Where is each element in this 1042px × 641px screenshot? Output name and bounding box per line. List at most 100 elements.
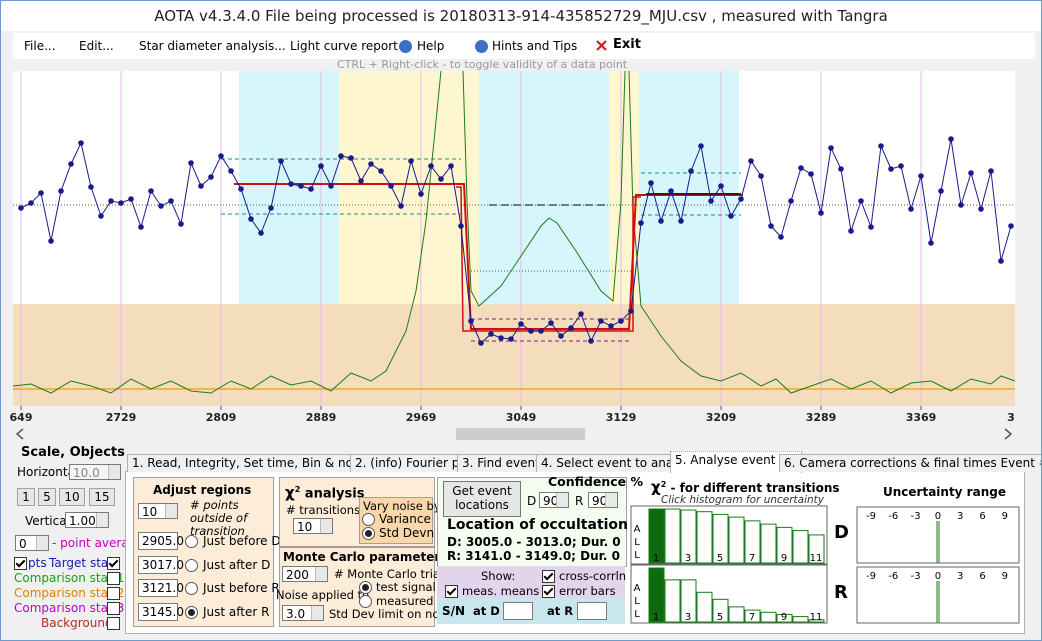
x-tick-label: 2889 [306,411,337,424]
object-label: Target star [49,556,114,570]
data-point [348,155,354,161]
checkbox[interactable] [542,570,555,583]
title-text: - for different transitions [666,481,840,495]
data-point [278,158,284,164]
data-point [938,188,944,194]
data-point [668,188,674,194]
transitions-input[interactable]: 10 [293,518,333,534]
tab[interactable]: 3. Find events [457,454,552,472]
checkbox[interactable] [107,572,120,585]
checkbox[interactable] [107,617,120,630]
data-point [798,165,804,171]
checkbox[interactable] [107,557,120,570]
histogram-bar [696,511,713,564]
scroll-left[interactable] [15,428,24,440]
menu-item[interactable]: Edit... [79,39,114,53]
data-point [998,258,1004,264]
menu-item[interactable]: Hints and Tips [492,39,578,53]
uncertainty-label: 3 [957,511,963,522]
tab-active[interactable]: 5. Analyse event #1 [670,451,802,473]
label: pts [28,556,47,570]
radio[interactable] [185,605,198,619]
value: 3121.0 [142,581,184,595]
r-confidence[interactable]: 90 [588,492,618,508]
radio[interactable] [185,558,198,572]
uncertainty-label: -9 [866,571,876,582]
checkbox[interactable] [107,587,120,600]
zoom-button[interactable]: 1 [17,488,35,506]
option-label: Variance [379,512,431,526]
position-input: 3145.0 [138,602,184,621]
trials-input[interactable]: 200 [282,566,328,582]
all-label: L [634,537,640,548]
group-title: Adjust regions [153,483,252,497]
data-point [158,203,164,209]
average-select[interactable]: 0 [15,535,49,551]
uncertainty-label: 0 [935,571,941,582]
data-point [518,321,524,327]
d-uncertainty-frame [856,506,1020,564]
std-dev-input[interactable]: 3.0 [282,605,324,621]
data-point [18,205,24,211]
data-point [758,173,764,179]
button-label[interactable]: Get event locations [452,484,512,512]
data-point [778,234,784,240]
data-point [68,161,74,167]
checkbox[interactable] [107,602,120,615]
group-title: Monte Carlo parameters [283,550,448,564]
zoom-button[interactable]: 15 [89,488,115,506]
checkbox[interactable] [445,585,458,598]
data-point [208,174,214,180]
get-locations-button[interactable] [443,481,521,517]
spinner [311,606,323,620]
radio[interactable] [359,581,372,594]
radio[interactable] [362,527,375,540]
data-point [888,166,894,172]
spinner [96,513,108,527]
scrollbar-thumb[interactable] [456,428,585,440]
vertical-scale[interactable]: 1.00 [65,512,109,528]
data-point [638,220,644,226]
menu-item[interactable]: Light curve report [290,39,398,53]
radio[interactable] [359,595,372,608]
radio[interactable] [185,535,198,548]
histogram-x-label: 7 [749,553,755,564]
checkbox[interactable] [14,557,27,570]
menu-item[interactable]: Exit [613,37,641,52]
data-point [388,183,394,189]
x-tick-label: 3369 [906,411,937,424]
d-confidence[interactable]: 90 [539,492,569,508]
tab[interactable]: 6. Camera corrections & final times Even… [779,454,1041,472]
menu-item[interactable]: Star diameter analysis... [139,39,286,53]
uncertainty-label: -9 [866,511,876,522]
data-point [358,178,364,184]
data-point [448,163,454,169]
data-point [378,168,384,174]
data-point [648,180,654,186]
menu-item[interactable]: File... [24,39,56,53]
radio[interactable] [362,513,375,526]
histogram-bar [648,508,665,564]
data-point [828,145,834,151]
tab[interactable]: 1. Read, Integrity, Set time, Bin & norm… [127,454,403,472]
points-input[interactable]: 10 [138,503,178,519]
value: 90 [543,494,559,508]
menu-item[interactable]: Help [417,39,445,53]
histogram-bar [808,619,825,623]
data-point [118,200,124,206]
data-point [298,183,304,189]
panel-title: Scale, Objects [21,445,125,460]
data-point [308,186,314,192]
scroll-right[interactable] [1004,428,1013,440]
spinner [108,465,120,479]
zoom-button[interactable]: 5 [38,488,56,506]
correlation-curve [13,71,442,394]
checkbox[interactable] [542,585,555,598]
zoom-button[interactable]: 10 [59,488,85,506]
position-input: 3121.0 [138,579,184,597]
radio[interactable] [185,582,198,595]
tab[interactable]: 4. Select event to analyse [536,454,703,472]
tab[interactable]: 2. (info) Fourier plot [350,454,480,472]
